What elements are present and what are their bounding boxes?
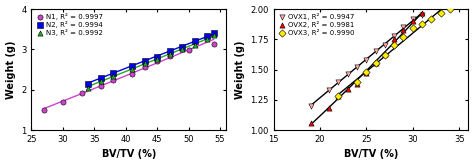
- OVX2, R² = 0.9981: [335, 95, 342, 98]
- OVX2, R² = 0.9981: [372, 62, 379, 65]
- N1, R² = 0.9997: [40, 109, 48, 111]
- OVX1, R² = 0.9947: [363, 59, 370, 61]
- N1, R² = 0.9997: [109, 78, 117, 81]
- N3, R² = 0.9992: [210, 34, 218, 37]
- OVX2, R² = 0.9981: [307, 121, 314, 124]
- OVX1, R² = 0.9947: [326, 89, 333, 91]
- Y-axis label: Weight (g): Weight (g): [6, 40, 16, 99]
- N1, R² = 0.9997: [59, 100, 66, 103]
- OVX2, R² = 0.9981: [400, 28, 407, 31]
- OVX2, R² = 0.9981: [381, 52, 389, 55]
- N2, R² = 0.9994: [179, 45, 186, 48]
- OVX1, R² = 0.9947: [391, 34, 398, 37]
- OVX3, R² = 0.9990: [400, 36, 407, 38]
- N1, R² = 0.9997: [141, 65, 148, 68]
- OVX3, R² = 0.9990: [418, 22, 426, 25]
- OVX2, R² = 0.9981: [363, 72, 370, 74]
- OVX1, R² = 0.9947: [418, 14, 426, 16]
- N3, R² = 0.9992: [128, 67, 136, 70]
- OVX1, R² = 0.9947: [372, 50, 379, 53]
- OVX1, R² = 0.9947: [344, 73, 352, 76]
- OVX3, R² = 0.9990: [363, 71, 370, 73]
- X-axis label: BV/TV (%): BV/TV (%): [101, 149, 156, 159]
- N3, R² = 0.9992: [179, 48, 186, 51]
- OVX2, R² = 0.9981: [353, 83, 361, 85]
- OVX3, R² = 0.9990: [372, 62, 379, 65]
- N1, R² = 0.9997: [185, 49, 192, 51]
- N3, R² = 0.9992: [84, 86, 92, 89]
- N1, R² = 0.9997: [153, 60, 161, 63]
- N3, R² = 0.9992: [204, 38, 211, 41]
- Legend: OVX1, R² = 0.9947, OVX2, R² = 0.9981, OVX3, R² = 0.9990: OVX1, R² = 0.9947, OVX2, R² = 0.9981, OV…: [277, 13, 356, 36]
- N2, R² = 0.9994: [109, 71, 117, 74]
- N2, R² = 0.9994: [191, 40, 199, 43]
- OVX3, R² = 0.9990: [391, 44, 398, 47]
- X-axis label: BV/TV (%): BV/TV (%): [344, 149, 398, 159]
- N1, R² = 0.9997: [166, 55, 173, 58]
- OVX3, R² = 0.9990: [409, 27, 417, 30]
- N3, R² = 0.9992: [153, 57, 161, 60]
- N1, R² = 0.9997: [210, 43, 218, 46]
- N2, R² = 0.9994: [128, 64, 136, 67]
- OVX2, R² = 0.9981: [418, 11, 426, 14]
- OVX3, R² = 0.9990: [437, 11, 445, 14]
- OVX2, R² = 0.9981: [409, 20, 417, 22]
- N2, R² = 0.9994: [141, 59, 148, 62]
- OVX1, R² = 0.9947: [409, 17, 417, 20]
- N2, R² = 0.9994: [204, 35, 211, 38]
- OVX3, R² = 0.9990: [353, 80, 361, 83]
- N3, R² = 0.9992: [191, 43, 199, 46]
- N2, R² = 0.9994: [210, 32, 218, 35]
- OVX2, R² = 0.9981: [344, 88, 352, 90]
- OVX3, R² = 0.9990: [335, 95, 342, 98]
- OVX1, R² = 0.9947: [381, 44, 389, 47]
- N3, R² = 0.9992: [97, 80, 104, 82]
- N3, R² = 0.9992: [109, 75, 117, 77]
- N2, R² = 0.9994: [153, 55, 161, 58]
- N2, R² = 0.9994: [84, 82, 92, 85]
- N1, R² = 0.9997: [97, 84, 104, 87]
- OVX3, R² = 0.9990: [428, 17, 435, 20]
- OVX3, R² = 0.9990: [381, 54, 389, 56]
- OVX1, R² = 0.9947: [307, 104, 314, 107]
- N1, R² = 0.9997: [128, 72, 136, 75]
- OVX1, R² = 0.9947: [335, 80, 342, 83]
- N2, R² = 0.9994: [97, 76, 104, 79]
- N3, R² = 0.9992: [166, 53, 173, 56]
- OVX1, R² = 0.9947: [353, 66, 361, 68]
- Y-axis label: Weight (g): Weight (g): [235, 40, 245, 99]
- OVX1, R² = 0.9947: [400, 26, 407, 29]
- OVX2, R² = 0.9981: [326, 107, 333, 110]
- N3, R² = 0.9992: [141, 62, 148, 65]
- OVX2, R² = 0.9981: [391, 38, 398, 41]
- N2, R² = 0.9994: [166, 50, 173, 53]
- OVX3, R² = 0.9990: [446, 8, 454, 10]
- Legend: N1, R² = 0.9997, N2, R² = 0.9994, N3, R² = 0.9992: N1, R² = 0.9997, N2, R² = 0.9994, N3, R²…: [35, 13, 104, 36]
- N1, R² = 0.9997: [78, 91, 85, 94]
